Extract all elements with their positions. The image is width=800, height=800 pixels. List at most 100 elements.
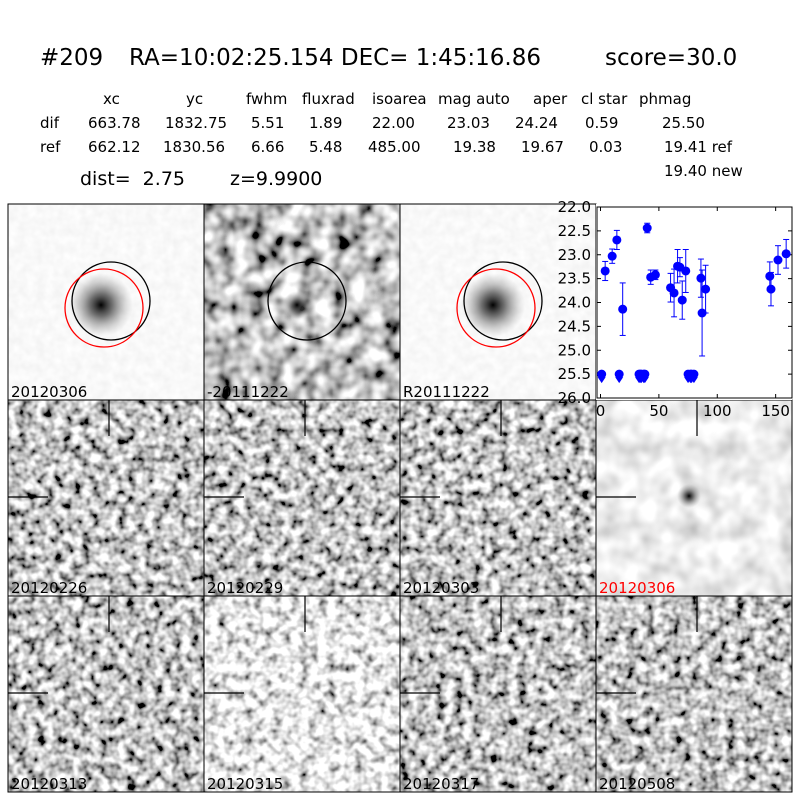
stamp-border — [595, 595, 793, 793]
limit-triangle — [597, 377, 606, 384]
column-header: xc — [103, 90, 120, 108]
point — [766, 284, 776, 294]
table-cell: 23.03 — [447, 114, 490, 132]
x-tick-label: 150 — [761, 402, 790, 420]
y-tick-label: 23.0 — [558, 246, 591, 264]
limit-triangle — [615, 377, 624, 384]
stamp-label: 20120306 — [11, 383, 87, 401]
point — [696, 273, 706, 283]
candidate-id: #209 — [40, 45, 103, 71]
limit-point — [689, 369, 699, 379]
source-blob — [69, 273, 133, 337]
limit-triangle — [640, 377, 649, 384]
source-blob — [677, 484, 701, 508]
y-tick-label: 23.5 — [558, 270, 591, 288]
limit-point — [597, 369, 607, 379]
point — [677, 295, 687, 305]
upper-limit — [614, 369, 624, 384]
stamp-label: 20120226 — [11, 579, 87, 597]
point — [600, 266, 610, 276]
table-cell: 19.38 — [453, 138, 496, 156]
stamp-label: 20120317 — [403, 775, 479, 793]
point — [607, 251, 617, 261]
column-header: mag auto — [438, 90, 510, 108]
y-tick-label: 25.5 — [558, 365, 591, 383]
stamp-label: R20111222 — [403, 383, 490, 401]
column-header: aper — [533, 90, 568, 108]
point — [697, 308, 707, 318]
stamp-label: -20111222 — [207, 383, 289, 401]
column-header: phmag — [639, 90, 691, 108]
coordinates: RA=10:02:25.154 DEC= 1:45:16.86 — [129, 45, 541, 71]
column-header: yc — [186, 90, 203, 108]
point — [642, 223, 652, 233]
stamp-image — [400, 596, 596, 792]
stamp-label: 20120315 — [207, 775, 283, 793]
table-cell: 22.00 — [372, 114, 415, 132]
table-cell: 485.00 — [368, 138, 421, 156]
y-tick-label: 24.0 — [558, 294, 591, 312]
point — [618, 304, 628, 314]
y-tick-label: 24.5 — [558, 317, 591, 335]
stamp-image — [400, 400, 596, 596]
point — [650, 270, 660, 280]
ref-circle — [463, 261, 543, 341]
dif-circle — [456, 268, 536, 348]
dist: dist= 2.75 — [80, 168, 185, 190]
table-cell: 6.66 — [251, 138, 284, 156]
y-tick-label: 25.0 — [558, 341, 591, 359]
limit-point — [614, 369, 624, 379]
point — [669, 288, 679, 298]
phmag-new: 19.40 new — [664, 162, 743, 180]
y-tick-label: 26.0 — [558, 389, 591, 407]
point — [612, 235, 622, 245]
upper-limit — [597, 369, 607, 384]
stamp-image — [8, 596, 204, 792]
plot-background — [596, 204, 792, 400]
stamp-label: 20120306 — [599, 579, 675, 597]
limit-triangle — [689, 377, 698, 384]
z-value: z=9.9900 — [230, 168, 322, 190]
table-cell: 24.24 — [515, 114, 558, 132]
source-blob — [283, 291, 311, 319]
source-blob — [461, 273, 525, 337]
row-label: dif — [40, 114, 60, 132]
stamp-image — [204, 400, 400, 596]
table-cell: 25.50 — [662, 114, 705, 132]
stamp-label: 20120508 — [599, 775, 675, 793]
stamp-label: 20120313 — [11, 775, 87, 793]
table-cell: 5.48 — [309, 138, 342, 156]
x-tick-label: 100 — [703, 402, 732, 420]
x-tick-label: 50 — [649, 402, 668, 420]
table-cell: 1832.75 — [165, 114, 227, 132]
stamp-label: 20120303 — [403, 579, 479, 597]
score: score=30.0 — [605, 45, 737, 71]
point — [765, 271, 775, 281]
table-cell: 663.78 — [88, 114, 141, 132]
ref-circle — [71, 261, 151, 341]
column-header: isoarea — [372, 90, 427, 108]
y-tick-label: 22.0 — [558, 198, 591, 216]
point — [701, 284, 711, 294]
column-header: fwhm — [246, 90, 287, 108]
column-header: cl star — [581, 90, 628, 108]
point — [681, 266, 691, 276]
row-label: ref — [40, 138, 61, 156]
table-cell: 19.41 ref — [664, 138, 733, 156]
table-cell: 1830.56 — [163, 138, 225, 156]
table-cell: 0.59 — [585, 114, 618, 132]
stamp-label: 20120229 — [207, 579, 283, 597]
upper-limit — [689, 369, 699, 384]
stamp-image — [8, 400, 204, 596]
table-cell: 1.89 — [309, 114, 342, 132]
x-tick-label: 0 — [596, 402, 606, 420]
stamp-image — [596, 596, 792, 792]
upper-limit — [640, 369, 650, 384]
table-cell: 19.67 — [521, 138, 564, 156]
table-cell: 0.03 — [589, 138, 622, 156]
ref-circle — [267, 261, 347, 341]
point — [773, 255, 783, 265]
table-cell: 5.51 — [251, 114, 284, 132]
